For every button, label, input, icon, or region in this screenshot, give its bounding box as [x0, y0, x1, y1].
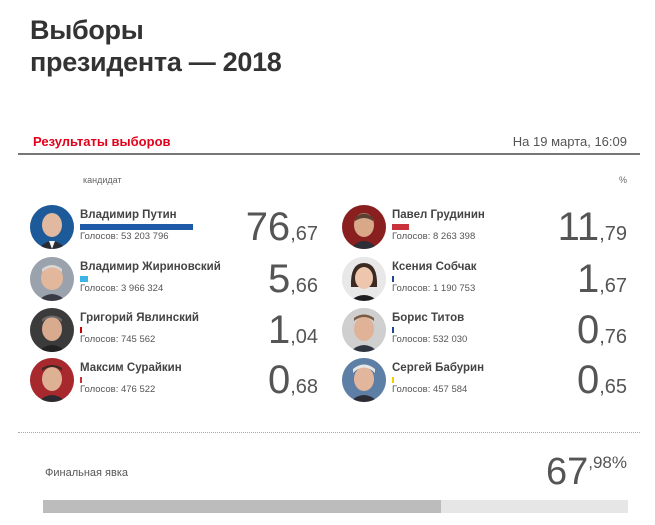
candidate-card: Владимир Жириновский Голосов: 3 966 324 … — [30, 257, 330, 303]
candidate-votes: Голосов: 1 190 753 — [392, 283, 476, 294]
candidate-percent: 1,04 — [267, 308, 318, 352]
date-label: На 19 марта, 16:09 — [512, 134, 627, 149]
column-header-candidate: кандидат — [83, 175, 122, 185]
page-title: Выборы президента — 2018 — [30, 14, 282, 78]
turnout-divider — [18, 432, 640, 433]
candidate-percent: 11,79 — [557, 205, 627, 249]
grudinin-portrait-icon — [342, 205, 386, 249]
candidate-percent: 0,65 — [576, 358, 627, 402]
candidate-votes: Голосов: 8 263 398 — [392, 231, 476, 242]
candidate-card: Сергей Бабурин Голосов: 457 584 0,65 — [342, 358, 642, 404]
vote-share-bar — [80, 276, 88, 282]
vote-share-bar — [392, 377, 394, 383]
yavlinsky-portrait-icon — [30, 308, 74, 352]
candidate-percent: 76,67 — [245, 205, 318, 249]
candidate-name: Максим Сурайкин — [80, 362, 182, 374]
candidate-votes: Голосов: 457 584 — [392, 384, 468, 395]
candidate-card: Борис Титов Голосов: 532 030 0,76 — [342, 308, 642, 354]
header-divider — [18, 153, 640, 155]
candidate-card: Владимир Путин Голосов: 53 203 796 76,67 — [30, 205, 330, 251]
candidate-percent: 0,76 — [576, 308, 627, 352]
vote-share-bar — [80, 377, 82, 383]
candidate-card: Ксения Собчак Голосов: 1 190 753 1,67 — [342, 257, 642, 303]
candidate-votes: Голосов: 532 030 — [392, 334, 468, 345]
sobchak-portrait-icon — [342, 257, 386, 301]
candidate-card: Григорий Явлинский Голосов: 745 562 1,04 — [30, 308, 330, 354]
candidate-card: Павел Грудинин Голосов: 8 263 398 11,79 — [342, 205, 642, 251]
vote-share-bar — [392, 276, 394, 282]
candidate-votes: Голосов: 53 203 796 — [80, 231, 169, 242]
candidate-votes: Голосов: 3 966 324 — [80, 283, 164, 294]
candidate-percent: 0,68 — [267, 358, 318, 402]
candidate-name: Владимир Жириновский — [80, 261, 221, 273]
candidate-name: Ксения Собчак — [392, 261, 477, 273]
baburin-portrait-icon — [342, 358, 386, 402]
vote-share-bar — [392, 327, 394, 333]
vote-share-bar — [80, 327, 82, 333]
candidate-name: Григорий Явлинский — [80, 312, 199, 324]
turnout-label: Финальная явка — [45, 467, 129, 479]
candidate-name: Павел Грудинин — [392, 209, 485, 221]
zhirinovsky-portrait-icon — [30, 257, 74, 301]
column-header-percent: % — [618, 175, 627, 185]
page-title-line1: Выборы — [30, 15, 144, 45]
results-label: Результаты выборов — [33, 134, 171, 149]
turnout-bar-track — [43, 500, 628, 513]
candidate-name: Сергей Бабурин — [392, 362, 485, 374]
page-title-line2: президента — 2018 — [30, 47, 282, 77]
candidate-card: Максим Сурайкин Голосов: 476 522 0,68 — [30, 358, 330, 404]
candidate-name: Борис Титов — [392, 312, 465, 324]
candidate-name: Владимир Путин — [80, 209, 177, 221]
putin-portrait-icon — [30, 205, 74, 249]
turnout-percent: 67,98% — [545, 451, 627, 493]
candidate-votes: Голосов: 745 562 — [80, 334, 156, 345]
candidate-percent: 5,66 — [267, 257, 318, 301]
candidate-percent: 1,67 — [576, 257, 627, 301]
turnout-bar-fill — [43, 500, 441, 513]
vote-share-bar — [392, 224, 409, 230]
suraykin-portrait-icon — [30, 358, 74, 402]
vote-share-bar — [80, 224, 193, 230]
titov-portrait-icon — [342, 308, 386, 352]
candidate-votes: Голосов: 476 522 — [80, 384, 156, 395]
